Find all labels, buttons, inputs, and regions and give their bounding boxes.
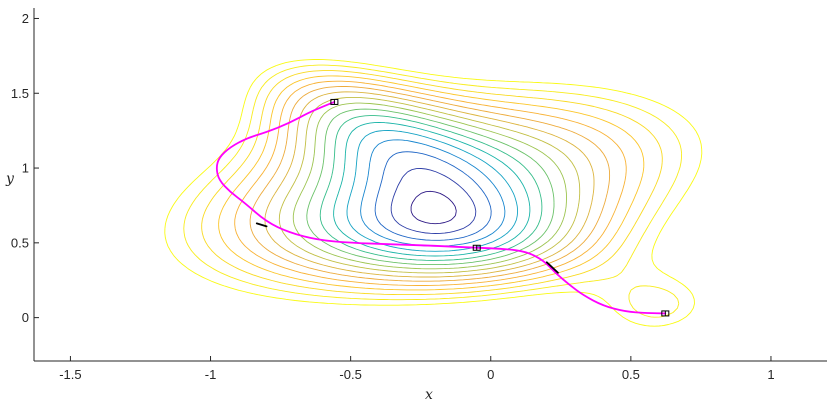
- contour-level: [374, 151, 492, 241]
- contour-level: [264, 91, 595, 278]
- x-tick-label: 1: [767, 367, 774, 382]
- x-axis-label: x: [425, 387, 433, 403]
- contour-level: [183, 64, 683, 318]
- x-tick-label: -0.5: [339, 367, 361, 382]
- minima-markers: [330, 98, 670, 317]
- axes-frame: [33, 8, 827, 362]
- contour-level: [234, 80, 627, 286]
- x-tick-label: -1: [205, 367, 217, 382]
- y-tick-label: 1: [22, 161, 29, 176]
- contour-level: [306, 108, 555, 266]
- contour-level: [292, 102, 567, 270]
- contour-level: [360, 139, 506, 247]
- path-curve: [215, 101, 667, 315]
- contour-level: [346, 130, 519, 252]
- axis-ticks: -1.5 -1 -0.5 0 0.5 1 0 0.5 1 1.5 2: [11, 11, 775, 382]
- y-tick-label: 2: [22, 11, 29, 26]
- x-tick-label: -1.5: [59, 367, 81, 382]
- contour-level: [333, 122, 531, 257]
- contour-level: [278, 96, 581, 274]
- contour-level: [390, 168, 477, 234]
- contour-level: [249, 86, 611, 282]
- contour-level: [319, 115, 543, 261]
- x-tick-label: 0: [487, 367, 494, 382]
- contour-level: [218, 75, 645, 291]
- contour-level: [410, 190, 457, 225]
- x-tick-label: 0.5: [622, 367, 640, 382]
- path-highlight-segment: [545, 261, 559, 274]
- y-tick-label: 0.5: [11, 235, 29, 250]
- path-highlight-segment: [255, 222, 268, 228]
- y-axis-label: y: [5, 171, 15, 187]
- y-tick-label: 1.5: [11, 86, 29, 101]
- minimum-energy-path: [215, 101, 667, 315]
- contour-level: [164, 59, 703, 327]
- y-tick-label: 0: [22, 310, 29, 325]
- contour-level: [201, 70, 663, 296]
- contour-lines: [164, 59, 703, 327]
